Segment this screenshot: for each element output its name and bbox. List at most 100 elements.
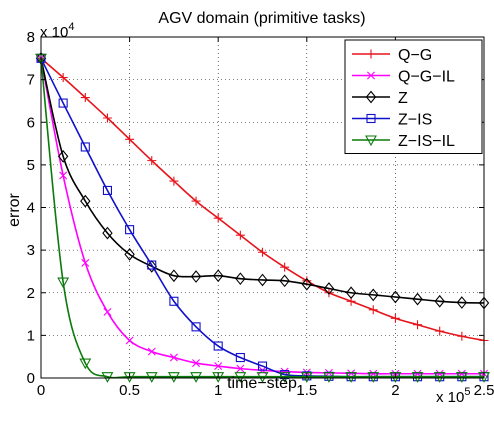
legend-label: Z−IS−IL <box>398 133 455 150</box>
y-tick-label: 0 <box>27 370 35 387</box>
x-axis-multiplier: x 105 <box>436 386 470 406</box>
y-tick-label: 5 <box>27 157 35 174</box>
y-axis-label: error <box>6 192 23 226</box>
data-point <box>367 372 380 383</box>
series-0 <box>36 53 489 345</box>
series-layer <box>35 51 490 383</box>
data-point <box>323 372 335 383</box>
data-point <box>236 364 245 373</box>
series-2 <box>35 51 490 310</box>
legend-label: Q−G−IL <box>398 69 455 86</box>
data-point <box>81 258 90 267</box>
data-point <box>102 185 112 195</box>
data-point <box>411 372 424 383</box>
data-point <box>169 296 179 306</box>
data-point <box>101 372 114 383</box>
data-point <box>302 371 312 381</box>
x-tick-label: 2 <box>391 382 399 399</box>
data-point <box>345 286 357 300</box>
data-point <box>123 372 136 383</box>
data-point <box>390 313 400 323</box>
data-point <box>413 320 423 330</box>
data-point <box>125 134 135 144</box>
data-point <box>125 336 134 345</box>
data-point <box>258 247 267 257</box>
y-tick-label: 7 <box>27 72 35 89</box>
data-point <box>256 372 269 383</box>
data-point <box>169 176 179 186</box>
y-tick-label: 2 <box>27 285 35 302</box>
data-point <box>347 369 356 378</box>
y-tick-label: 6 <box>27 114 35 131</box>
data-point <box>145 372 158 383</box>
data-point <box>213 341 223 351</box>
data-point <box>301 277 313 291</box>
data-point <box>457 331 467 341</box>
legend-entry: Q−G−IL <box>352 69 455 86</box>
x-tick-label: 1 <box>214 382 222 399</box>
legend-entry: Z <box>352 90 408 107</box>
x-tick-label: 2.5 <box>474 382 494 399</box>
legend-label: Z <box>398 90 408 107</box>
x-tick-label: 0.5 <box>119 382 140 399</box>
data-point <box>147 156 157 166</box>
y-tick-label: 4 <box>27 200 35 217</box>
y-axis-multiplier: x 104 <box>40 21 74 41</box>
data-point <box>147 347 156 356</box>
data-point <box>433 372 446 383</box>
data-point <box>169 353 178 362</box>
data-point <box>167 372 180 383</box>
legend-entry: Z−IS−IL <box>352 133 455 150</box>
legend: Q−G Q−G−IL Z Z−IS Z−IS−IL <box>344 39 483 154</box>
data-point <box>389 372 402 383</box>
data-point <box>367 71 375 80</box>
data-point <box>435 326 445 336</box>
data-point <box>257 361 268 371</box>
legend-entry: Z−IS <box>352 112 432 129</box>
data-point <box>257 273 268 287</box>
data-point <box>212 372 225 383</box>
data-point <box>323 282 335 295</box>
data-point <box>235 272 246 286</box>
data-point <box>280 262 290 272</box>
x-tick-label: 0 <box>37 382 45 399</box>
data-point <box>368 288 379 302</box>
data-point <box>235 230 245 240</box>
data-point <box>59 171 68 180</box>
data-point <box>168 269 180 283</box>
y-tick-label: 8 <box>27 29 35 46</box>
legend-label: Q−G <box>398 47 432 64</box>
data-point <box>455 372 468 383</box>
data-point <box>102 226 113 240</box>
data-point <box>365 90 377 104</box>
data-point <box>213 213 223 223</box>
data-point <box>279 274 290 288</box>
data-point <box>365 135 377 147</box>
data-point <box>368 305 378 315</box>
series-line <box>40 58 485 304</box>
data-point <box>190 372 202 383</box>
ticks: 0 0.5 1 1.5 2 2.5 0 1 2 3 4 5 6 7 8 <box>27 29 494 399</box>
data-point <box>57 277 70 289</box>
data-point <box>390 290 401 304</box>
data-point <box>278 372 291 383</box>
data-point <box>80 194 91 208</box>
x-tick-label: 1.5 <box>296 382 317 399</box>
y-tick-label: 3 <box>27 242 35 259</box>
x-axis-label: time−step <box>227 375 297 392</box>
legend-entry: Q−G <box>352 47 432 64</box>
data-point <box>80 142 90 152</box>
data-point <box>80 93 90 103</box>
data-point <box>125 225 135 235</box>
data-point <box>190 270 202 283</box>
data-point <box>147 260 157 270</box>
data-point <box>79 358 92 370</box>
data-point <box>434 294 445 308</box>
data-point <box>300 372 313 383</box>
data-point <box>191 322 201 332</box>
data-point <box>456 296 468 309</box>
series-line <box>40 58 484 379</box>
legend-label: Z−IS <box>398 112 432 129</box>
data-point <box>102 113 112 123</box>
